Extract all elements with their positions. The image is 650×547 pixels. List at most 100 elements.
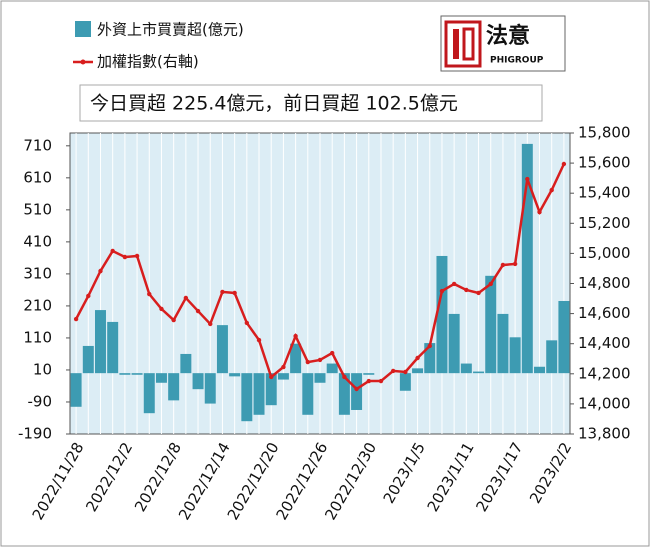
y-tick-label: -90: [28, 392, 53, 410]
line-point: [390, 368, 396, 374]
bar: [399, 373, 411, 391]
line-point: [281, 364, 286, 370]
annotation: 今日買超 225.4億元，前日買超 102.5億元: [90, 93, 458, 115]
bar: [180, 353, 192, 374]
logo-icon: [462, 27, 475, 61]
bar: [546, 340, 558, 374]
bar: [82, 345, 94, 374]
line-point: [73, 316, 79, 322]
line-point: [427, 343, 432, 349]
y2-tick-label: 14,200: [578, 364, 631, 382]
logo: 法意 PHIGROUP: [440, 15, 566, 72]
line-point: [464, 287, 469, 293]
line-point: [244, 320, 250, 326]
y2-tick-label: 14,000: [578, 394, 631, 412]
legend-label: 加權指數(右軸): [97, 53, 199, 71]
y2-tick-label: 15,200: [578, 214, 631, 232]
line-point: [183, 295, 189, 301]
y2-tick-label: 14,800: [578, 274, 631, 292]
line-point: [147, 291, 152, 297]
line-point: [537, 209, 542, 215]
bar: [460, 363, 472, 374]
y2-tick-label: 14,400: [578, 334, 631, 352]
bar: [436, 255, 448, 374]
bar: [143, 373, 155, 414]
line-point: [171, 317, 176, 323]
y-tick-label: 10: [33, 360, 52, 378]
y-tick-label: 110: [23, 328, 52, 346]
line-point: [525, 176, 530, 182]
line-point: [159, 306, 164, 312]
line-point: [110, 248, 115, 254]
bar: [290, 343, 302, 374]
bar: [241, 373, 253, 422]
annotation-box: [79, 84, 543, 122]
bar: [131, 373, 143, 375]
y-tick-label: -190: [18, 425, 52, 443]
y2-tick-label: 15,800: [578, 124, 631, 142]
bar: [168, 373, 180, 401]
bar: [448, 313, 460, 374]
line-point: [415, 355, 420, 361]
bar: [253, 373, 265, 415]
bar: [326, 363, 338, 374]
y-tick-label: 410: [23, 232, 52, 250]
y2-tick-label: 14,600: [578, 304, 631, 322]
line-point: [403, 369, 408, 375]
bar: [302, 373, 314, 415]
legend-swatch-dot: [80, 59, 86, 65]
bar: [473, 371, 485, 374]
bar: [534, 366, 545, 374]
line-point: [195, 308, 201, 314]
bar: [204, 373, 216, 404]
bar: [229, 373, 241, 377]
line-point: [256, 337, 262, 343]
bar: [485, 275, 497, 374]
bar: [192, 373, 204, 390]
bar: [558, 300, 570, 374]
line-point: [269, 374, 274, 380]
line-point: [317, 357, 323, 363]
bar: [277, 373, 289, 380]
line-point: [488, 281, 493, 287]
bar: [216, 325, 228, 374]
bar: [412, 368, 424, 374]
bar: [497, 313, 509, 374]
line-point: [98, 268, 103, 274]
y-tick-label: 510: [23, 200, 52, 218]
y2-tick-label: 15,400: [578, 184, 631, 202]
line-point: [220, 289, 225, 295]
bar: [351, 373, 363, 410]
y-tick-label: 610: [23, 168, 52, 186]
line-point: [378, 378, 384, 384]
bar: [509, 337, 521, 374]
logo-icon: [453, 29, 459, 59]
line-point: [451, 281, 457, 287]
bar: [155, 373, 167, 383]
bar: [265, 373, 277, 406]
bar: [107, 321, 119, 374]
bar: [314, 373, 326, 383]
line-point: [549, 187, 554, 193]
line-point: [86, 293, 91, 299]
line-point: [476, 290, 481, 296]
logo-subtext: PHIGROUP: [490, 56, 544, 66]
line-point: [500, 262, 506, 268]
line-point: [232, 290, 237, 296]
bar: [363, 373, 375, 375]
bar: [70, 373, 82, 407]
bar: [119, 373, 131, 375]
line-point: [208, 321, 213, 327]
y-tick-label: 310: [23, 264, 52, 282]
line-point: [439, 288, 445, 294]
line-point: [293, 333, 298, 339]
line-point: [329, 350, 335, 356]
line-point: [134, 253, 140, 259]
legend-swatch-bar: [75, 21, 91, 37]
line-point: [122, 254, 128, 260]
bar: [95, 310, 106, 374]
legend-label: 外資上市買賣超(億元): [97, 21, 244, 39]
y2-tick-label: 15,600: [578, 154, 631, 172]
